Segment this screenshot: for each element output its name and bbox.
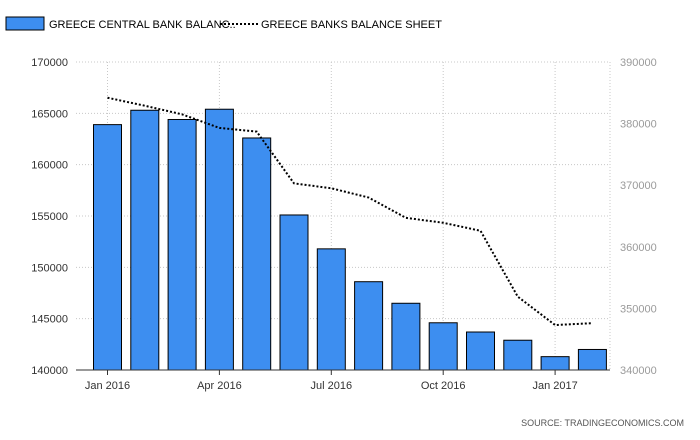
y-left-tick-label: 155000 — [31, 211, 68, 223]
bar — [242, 137, 272, 371]
legend-bar-swatch — [5, 16, 45, 31]
legend-bar-label: GREECE CENTRAL BANK BALANC.. — [49, 19, 236, 31]
y-left-tick-label: 140000 — [31, 365, 68, 377]
bar — [204, 108, 234, 371]
y-axis-left: 140000 145000 150000 155000 160000 165000 1700… — [31, 57, 68, 377]
x-tick-label: Apr 2016 — [197, 380, 242, 392]
bar — [279, 214, 309, 371]
bar — [428, 322, 458, 371]
legend-line-label: GREECE BANKS BALANCE SHEET — [261, 19, 442, 31]
bar — [93, 124, 122, 371]
y-axis-right: 340000 350000 360000 370000 380000 390000 — [620, 57, 657, 377]
x-tick-label: Jan 2016 — [85, 380, 130, 392]
x-tick-label: Jul 2016 — [311, 380, 353, 392]
bar-series — [93, 108, 607, 371]
bar — [540, 356, 570, 371]
y-left-tick-label: 160000 — [31, 160, 68, 172]
source-label: SOURCE: TRADINGECONOMICS.COM — [521, 418, 684, 428]
y-left-tick-label: 170000 — [31, 57, 68, 69]
x-axis: Jan 2016 Apr 2016 Jul 2016 Oct 2016 Jan 2017 — [76, 369, 610, 392]
y-right-tick-label: 360000 — [620, 242, 657, 254]
bar — [130, 109, 160, 371]
y-left-tick-label: 150000 — [31, 262, 68, 274]
y-right-tick-label: 340000 — [620, 365, 657, 377]
bar — [466, 331, 495, 371]
y-right-tick-label: 380000 — [620, 119, 657, 131]
bar — [577, 348, 607, 371]
bar — [391, 302, 421, 371]
bar — [354, 281, 384, 371]
x-tick-label: Oct 2016 — [421, 380, 466, 392]
bar — [503, 339, 533, 371]
y-left-tick-label: 165000 — [31, 108, 68, 120]
x-tick-label: Jan 2017 — [532, 380, 577, 392]
bar — [167, 118, 197, 371]
legend: GREECE CENTRAL BANK BALANC.. GREECE BANK… — [5, 16, 442, 31]
y-right-tick-label: 370000 — [620, 180, 657, 192]
y-left-tick-label: 145000 — [31, 314, 68, 326]
y-right-tick-label: 350000 — [620, 303, 657, 315]
y-right-tick-label: 390000 — [620, 57, 657, 69]
bar — [316, 248, 346, 371]
